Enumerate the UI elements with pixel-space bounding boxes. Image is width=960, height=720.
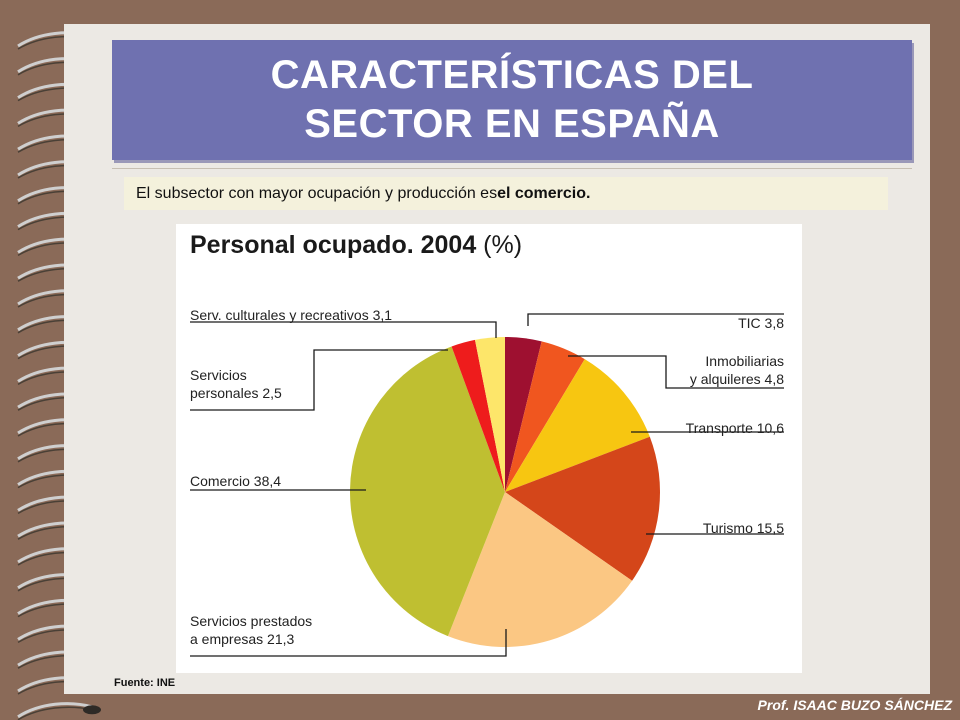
pie-slice-serv-culturales-y-recreativos — [474, 337, 505, 492]
binding-ring — [17, 702, 101, 720]
slice-label: Inmobiliarias y alquileres 4,8 — [689, 353, 784, 387]
leader-line — [527, 313, 784, 326]
subtitle-emphasis: el comercio. — [497, 184, 591, 202]
title-banner: CARACTERÍSTICAS DEL SECTOR EN ESPAÑA — [112, 40, 912, 160]
slide-title: CARACTERÍSTICAS DEL SECTOR EN ESPAÑA — [270, 53, 754, 146]
pie-slice-comercio — [350, 346, 505, 637]
leader-line — [190, 629, 507, 657]
pie-slice-servicios-personales — [451, 339, 505, 492]
chart-title-text: Personal ocupado. 2004 — [190, 231, 477, 259]
source-note: Fuente: INE — [114, 677, 176, 689]
pie-slice-servicios-prestados-a-empresas — [447, 492, 633, 647]
leader-line — [568, 355, 784, 389]
slice-label: Servicios prestados a empresas 21,3 — [190, 613, 313, 647]
chart-unit: (%) — [483, 231, 523, 259]
leader-line — [190, 321, 497, 338]
leader-line — [190, 349, 448, 411]
slice-label: Turismo 15,5 — [702, 520, 784, 536]
subtitle-bar: El subsector con mayor ocupación y produ… — [124, 177, 888, 210]
chart-title: Personal ocupado. 2004 (%) — [190, 231, 522, 260]
slice-label: Serv. culturales y recreativos 3,1 — [190, 307, 393, 323]
slice-label: TIC 3,8 — [738, 315, 784, 331]
slice-label: Comercio 38,4 — [190, 473, 282, 489]
pie-slice-inmobiliarias-y-alquileres — [505, 341, 585, 492]
pie-chart — [190, 313, 784, 657]
pie-slice-turismo — [505, 436, 660, 581]
pie-slice-tic — [505, 337, 542, 492]
pie-slice-transporte — [505, 359, 650, 492]
title-divider — [112, 168, 912, 169]
slice-label: Transporte 10,6 — [685, 420, 784, 436]
pie-chart-panel: Personal ocupado. 2004 (%) TIC 3,8 Inmobi… — [176, 224, 802, 673]
slice-label: Servicios personales 2,5 — [190, 367, 282, 401]
author-credit: Prof. ISAAC BUZO SÁNCHEZ — [757, 697, 952, 713]
subtitle-text: El subsector con mayor ocupación y produ… — [136, 184, 498, 202]
